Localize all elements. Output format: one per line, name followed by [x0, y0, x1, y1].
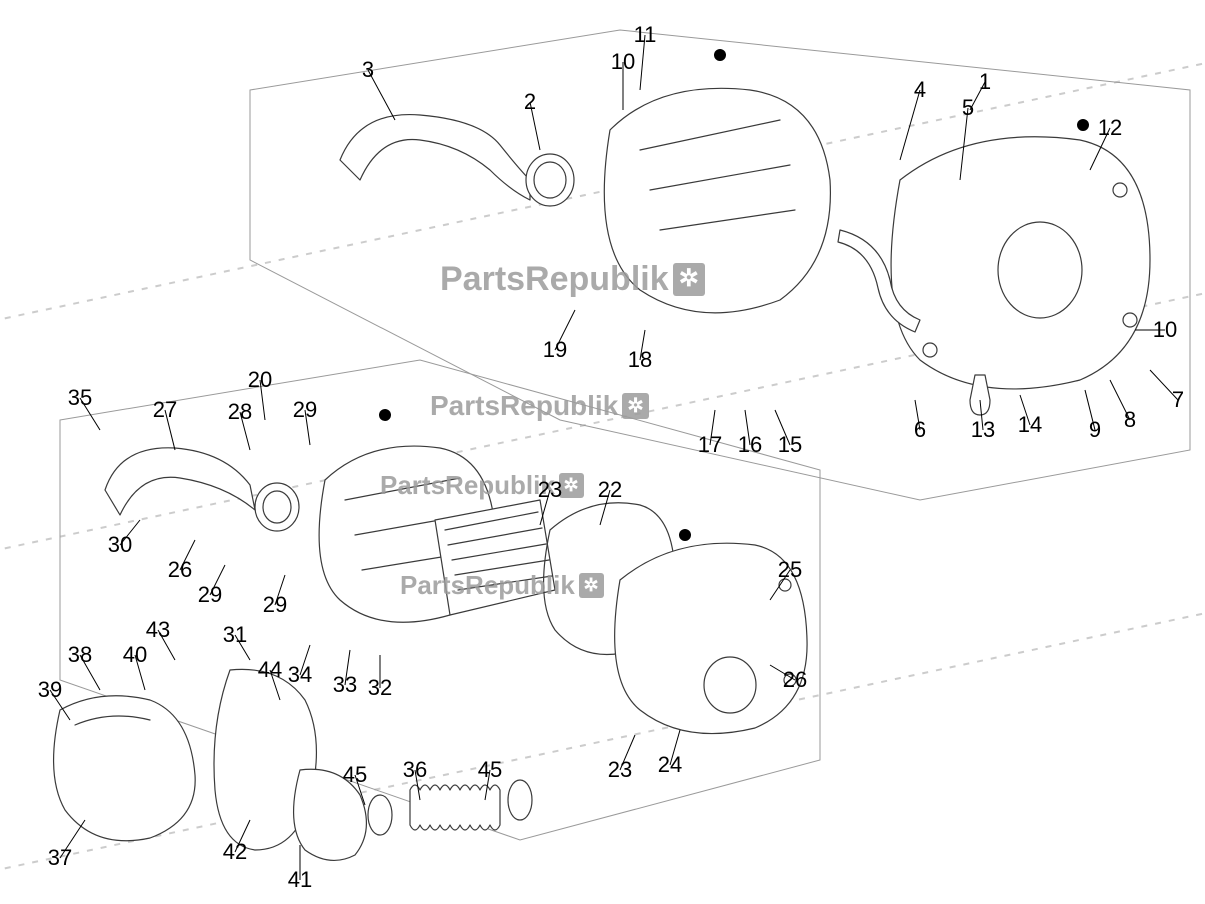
callout-number: 23 [608, 757, 632, 783]
callout-number: 26 [783, 667, 807, 693]
callout-number: 43 [146, 617, 170, 643]
clamp-ring-lower [250, 480, 305, 535]
intake-hose-upper [330, 90, 540, 210]
callout-number: 8 [1124, 407, 1136, 433]
callout-number: 18 [628, 347, 652, 373]
watermark-text: PartsRepublik [400, 570, 575, 601]
callout-number: 41 [288, 867, 312, 893]
callout-number: 14 [1018, 412, 1042, 438]
callout-number: 13 [971, 417, 995, 443]
watermark-text: PartsRepublik [440, 260, 669, 299]
callout-number: 32 [368, 675, 392, 701]
callout-number: 25 [778, 557, 802, 583]
callout-number: 23 [538, 477, 562, 503]
callout-number: 19 [543, 337, 567, 363]
diagram-canvas: PartsRepublik✲PartsRepublik✲PartsRepubli… [0, 0, 1205, 904]
callout-number: 16 [738, 432, 762, 458]
callout-number: 17 [698, 432, 722, 458]
intake-hose-lower [95, 430, 265, 540]
callout-number: 28 [228, 399, 252, 425]
callout-number: 10 [1153, 317, 1177, 343]
callout-number: 30 [108, 532, 132, 558]
duct-front [40, 680, 210, 850]
callout-number: 15 [778, 432, 802, 458]
callout-number: 36 [403, 757, 427, 783]
gear-icon: ✲ [622, 393, 649, 420]
watermark: PartsRepublik✲ [440, 260, 705, 299]
callout-number: 38 [68, 642, 92, 668]
callout-number: 3 [362, 57, 374, 83]
callout-number: 40 [123, 642, 147, 668]
callout-number: 12 [1098, 115, 1122, 141]
callout-number: 22 [598, 477, 622, 503]
gear-icon: ✲ [579, 573, 604, 598]
marker-dot [1077, 119, 1089, 131]
callout-number: 7 [1172, 387, 1184, 413]
callout-number: 31 [223, 622, 247, 648]
callout-number: 1 [979, 69, 991, 95]
callout-number: 5 [962, 95, 974, 121]
callout-number: 2 [524, 89, 536, 115]
callout-number: 24 [658, 752, 682, 778]
watermark-text: PartsRepublik [380, 470, 555, 501]
callout-number: 4 [914, 77, 926, 103]
marker-dot [379, 409, 391, 421]
breather-hose-upper [830, 220, 930, 340]
callout-number: 34 [288, 662, 312, 688]
marker-dot [679, 529, 691, 541]
gear-icon: ✲ [673, 263, 705, 295]
callout-number: 45 [478, 757, 502, 783]
callout-number: 11 [634, 22, 657, 48]
clamp-ring-upper [520, 150, 580, 210]
gear-icon: ✲ [559, 473, 584, 498]
callout-number: 29 [293, 397, 317, 423]
callout-number: 26 [168, 557, 192, 583]
callout-number: 29 [263, 592, 287, 618]
callout-number: 9 [1089, 417, 1101, 443]
callout-number: 33 [333, 672, 357, 698]
drain-tube-upper [955, 370, 1005, 420]
callout-number: 45 [343, 762, 367, 788]
watermark: PartsRepublik✲ [400, 570, 604, 601]
o-ring-right [500, 775, 540, 825]
callout-number: 6 [914, 417, 926, 443]
callout-number: 35 [68, 385, 92, 411]
callout-number: 42 [223, 839, 247, 865]
callout-number: 29 [198, 582, 222, 608]
watermark-text: PartsRepublik [430, 390, 618, 422]
marker-dot [714, 49, 726, 61]
callout-number: 37 [48, 845, 72, 871]
callout-number: 27 [153, 397, 177, 423]
callout-number: 10 [611, 49, 635, 75]
watermark: PartsRepublik✲ [430, 390, 649, 422]
callout-number: 20 [248, 367, 272, 393]
callout-number: 44 [258, 657, 282, 683]
callout-number: 39 [38, 677, 62, 703]
